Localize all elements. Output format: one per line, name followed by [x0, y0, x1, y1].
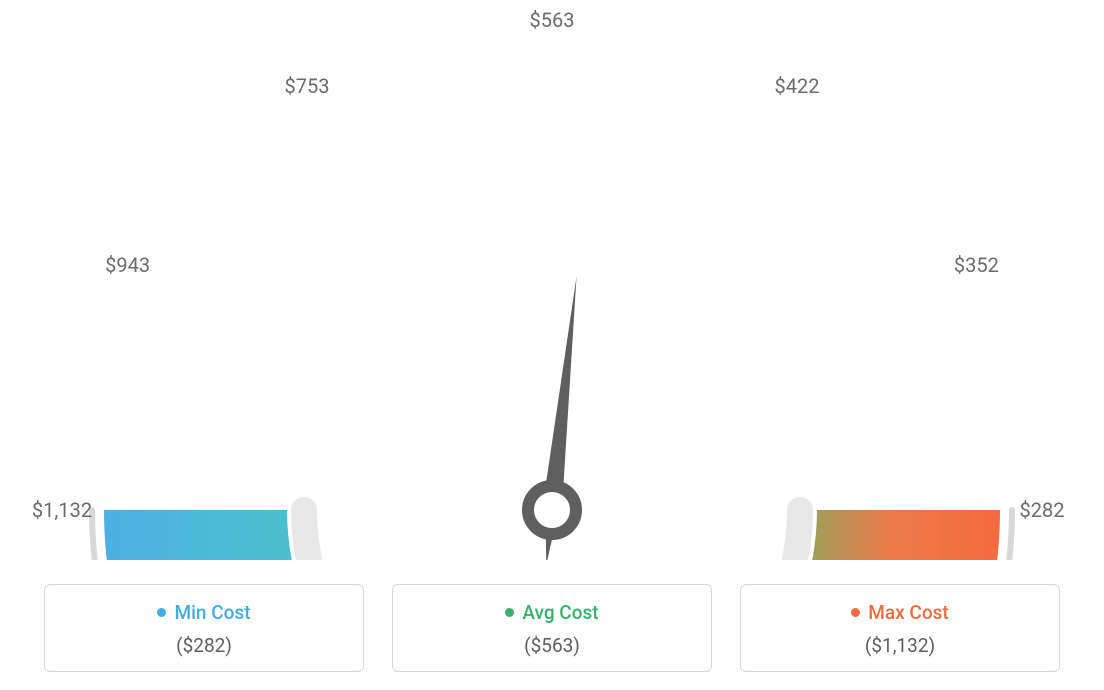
gauge-svg	[0, 0, 1104, 560]
legend-row: Min Cost ($282) Avg Cost ($563) Max Cost…	[0, 584, 1104, 672]
legend-label: Min Cost	[174, 601, 250, 624]
legend-card-min: Min Cost ($282)	[44, 584, 364, 672]
legend-title-max: Max Cost	[851, 601, 948, 624]
gauge-tick-label: $422	[775, 74, 820, 98]
gauge-chart: $282 $352 $422 $563 $753 $943 $1,132	[0, 0, 1104, 560]
legend-label: Max Cost	[868, 601, 948, 624]
dot-icon	[157, 608, 166, 617]
gauge-tick-label: $943	[105, 253, 150, 277]
legend-value-avg: ($563)	[405, 634, 699, 657]
gauge-tick-label: $563	[530, 8, 575, 32]
legend-value-min: ($282)	[57, 634, 351, 657]
gauge-tick-label: $1,132	[32, 498, 92, 522]
dot-icon	[505, 608, 514, 617]
legend-label: Avg Cost	[522, 601, 598, 624]
legend-value-max: ($1,132)	[753, 634, 1047, 657]
legend-card-avg: Avg Cost ($563)	[392, 584, 712, 672]
legend-title-avg: Avg Cost	[505, 601, 598, 624]
legend-title-min: Min Cost	[157, 601, 250, 624]
gauge-tick-label: $282	[1020, 498, 1065, 522]
legend-card-max: Max Cost ($1,132)	[740, 584, 1060, 672]
gauge-tick-label: $352	[954, 253, 999, 277]
gauge-tick-label: $753	[285, 74, 330, 98]
dot-icon	[851, 608, 860, 617]
